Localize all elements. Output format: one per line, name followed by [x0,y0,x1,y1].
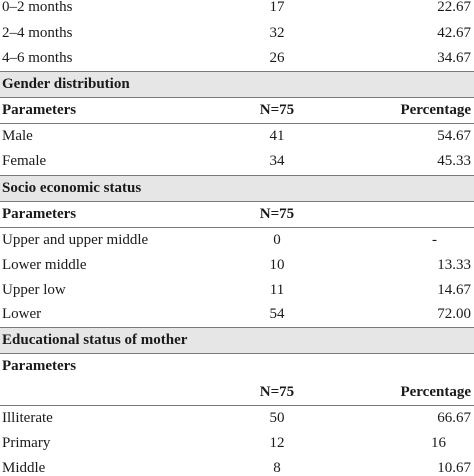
row-n: 11 [269,282,285,298]
rule [0,201,474,202]
column-header-percentage: Percentage [400,102,471,118]
row-label: Lower [2,306,42,322]
row-label: Illiterate [2,410,53,426]
row-percentage: 66.67 [437,410,471,426]
column-header-parameters: Parameters [2,206,77,222]
column-header-n: N=75 [259,384,295,400]
gender-section-title: Gender distribution [2,76,130,92]
row-n: 34 [269,153,285,169]
row-n: 50 [269,410,285,426]
row-label: Upper low [2,282,66,298]
row-n: 0 [273,232,281,248]
row-percentage: 72.00 [437,306,471,322]
column-header-parameters: Parameters [2,102,77,118]
rule [0,405,474,406]
row-percentage: - [432,232,437,248]
row-percentage: 22.67 [437,0,471,15]
row-n: 41 [269,128,285,144]
row-label: Upper and upper middle [2,232,149,248]
row-n: 26 [269,50,285,66]
row-percentage: 16 [431,435,446,451]
row-n: 54 [269,306,285,322]
row-percentage: 10.67 [437,460,471,476]
column-header-percentage: Percentage [400,384,471,400]
row-label: 2–4 months [2,25,73,41]
row-percentage: 34.67 [437,50,471,66]
rule [0,123,474,124]
rule [0,327,474,328]
socio-title-band [0,175,474,201]
row-label: Primary [2,435,51,451]
column-header-n: N=75 [259,102,295,118]
row-n: 32 [269,25,285,41]
row-percentage: 14.67 [437,282,471,298]
socio-section-title: Socio economic status [2,180,142,196]
row-label: Female [2,153,47,169]
education-section-title: Educational status of mother [2,332,188,348]
rule [0,353,474,354]
row-n: 8 [273,460,281,476]
row-percentage: 45.33 [437,153,471,169]
rule [0,71,474,72]
row-percentage: 54.67 [437,128,471,144]
row-n: 12 [269,435,285,451]
rule [0,97,474,98]
row-label: 0–2 months [2,0,73,15]
row-n: 10 [269,257,285,273]
row-label: 4–6 months [2,50,73,66]
rule [0,175,474,176]
column-header-parameters: Parameters [2,358,77,374]
rule [0,227,474,228]
row-label: Male [2,128,33,144]
gender-title-band [0,71,474,97]
row-percentage: 42.67 [437,25,471,41]
row-label: Lower middle [2,257,87,273]
row-n: 17 [269,0,285,15]
row-percentage: 13.33 [437,257,471,273]
education-title-band [0,327,474,353]
column-header-n: N=75 [259,206,295,222]
row-label: Middle [2,460,46,476]
